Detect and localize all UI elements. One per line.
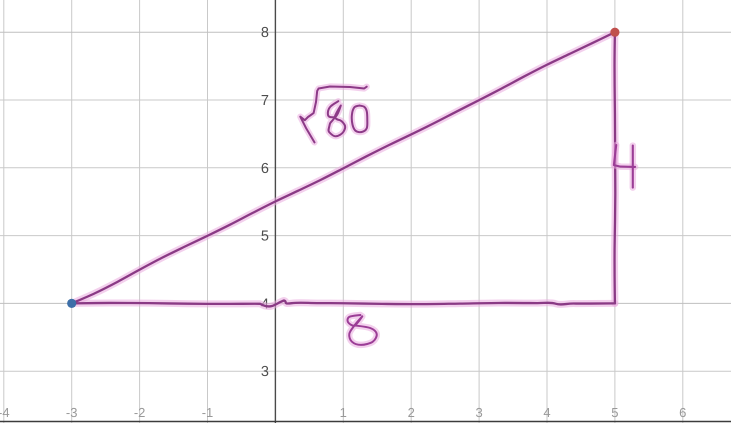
svg-text:6: 6 [261,161,269,177]
svg-text:6: 6 [679,405,686,420]
svg-text:3: 3 [261,364,269,380]
svg-text:-4: -4 [0,405,10,420]
svg-text:-3: -3 [66,405,78,420]
svg-text:-1: -1 [202,405,214,420]
svg-text:-2: -2 [134,405,146,420]
svg-text:5: 5 [611,405,618,420]
svg-text:2: 2 [408,405,415,420]
svg-text:5: 5 [261,229,269,245]
svg-text:1: 1 [340,405,347,420]
svg-text:7: 7 [261,93,269,109]
svg-text:3: 3 [475,405,482,420]
svg-text:4: 4 [543,405,550,420]
svg-text:8: 8 [261,25,269,41]
